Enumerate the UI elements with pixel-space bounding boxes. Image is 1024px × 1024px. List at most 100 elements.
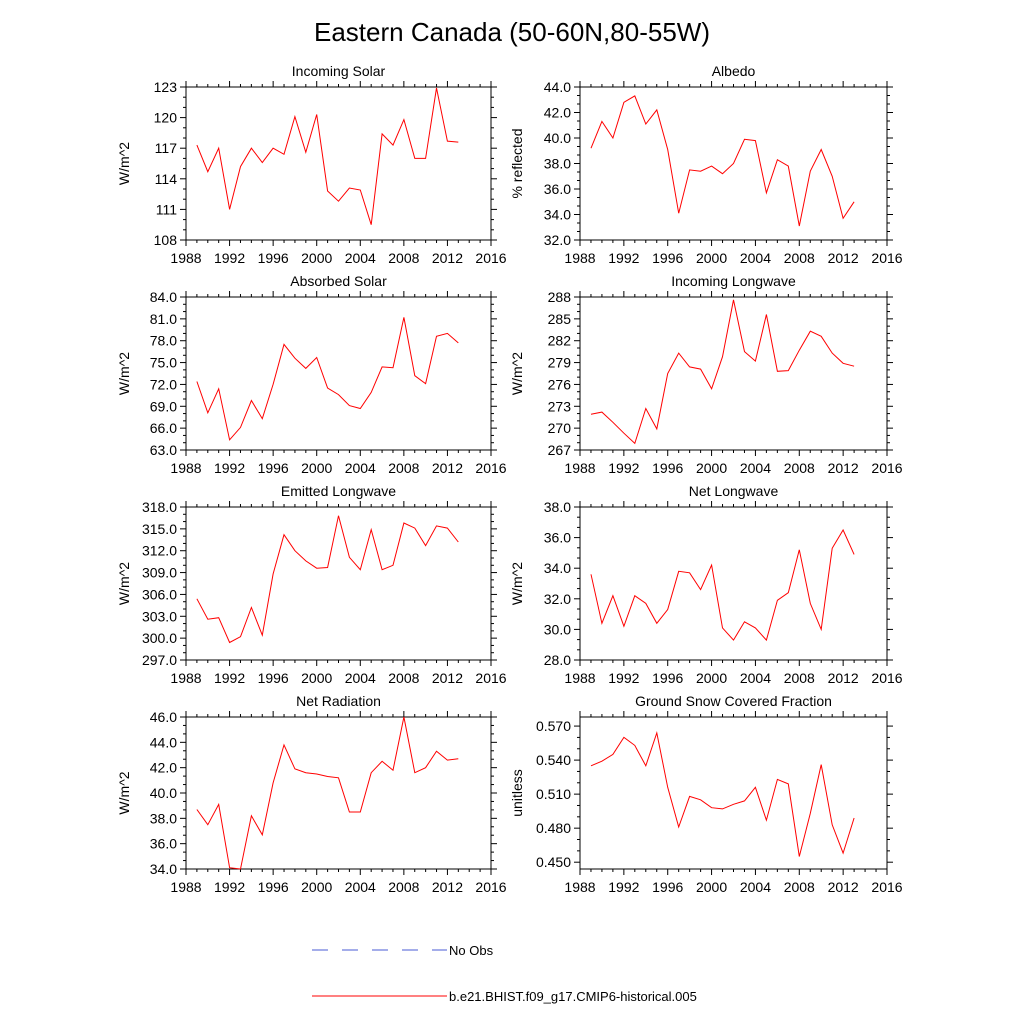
y-tick-label: 46.0 <box>150 709 177 725</box>
x-tick-label: 1988 <box>564 670 595 686</box>
x-tick-label: 1988 <box>564 460 595 476</box>
x-tick-label: 1992 <box>608 460 639 476</box>
y-tick-label: 309.0 <box>142 565 177 581</box>
panel-title: Albedo <box>712 63 756 79</box>
y-tick-label: 279 <box>548 355 572 371</box>
y-tick-label: 36.0 <box>544 530 571 546</box>
y-tick-label: 36.0 <box>544 181 571 197</box>
y-axis-label: W/m^2 <box>116 142 132 185</box>
plot-frame <box>185 506 492 661</box>
x-tick-label: 1988 <box>170 670 201 686</box>
x-tick-label: 2004 <box>345 460 376 476</box>
panel-albedo: Albedo 1988 1992 1996 2000 2004 2008 2012 2016 32… <box>509 63 903 266</box>
x-tick-label: 1992 <box>608 250 639 266</box>
y-tick-label: 44.0 <box>150 734 177 750</box>
x-tick-label: 2012 <box>828 250 859 266</box>
x-tick-label: 2000 <box>696 460 727 476</box>
x-tick-label: 2008 <box>784 670 815 686</box>
y-tick-label: 306.0 <box>142 586 177 602</box>
y-tick-label: 0.450 <box>536 854 571 870</box>
y-axis-label: W/m^2 <box>116 562 132 605</box>
x-tick-label: 2000 <box>301 250 332 266</box>
x-tick-label: 2012 <box>432 670 463 686</box>
panels: Incoming Solar 1988 1992 1996 2000 2004 2008 20… <box>116 63 903 895</box>
x-tick-label: 2008 <box>388 460 419 476</box>
x-tick-label: 2016 <box>475 460 506 476</box>
y-tick-label: 38.0 <box>150 810 177 826</box>
y-tick-label: 32.0 <box>544 591 571 607</box>
y-tick-label: 270 <box>548 420 572 436</box>
x-tick-label: 2000 <box>301 670 332 686</box>
y-tick-label: 300.0 <box>142 630 177 646</box>
legend: No Obs b.e21.BHIST.f09_g17.CMIP6-histori… <box>312 943 697 1004</box>
x-tick-label: 2008 <box>388 250 419 266</box>
legend-label-no-obs: No Obs <box>449 943 494 958</box>
x-tick-label: 2008 <box>388 879 419 895</box>
x-tick-label: 2004 <box>740 670 771 686</box>
x-tick-label: 2016 <box>475 670 506 686</box>
x-tick-label: 1996 <box>652 460 683 476</box>
x-tick-label: 1996 <box>258 460 289 476</box>
x-tick-label: 1996 <box>258 250 289 266</box>
y-tick-label: 32.0 <box>544 232 571 248</box>
x-tick-label: 1988 <box>170 250 201 266</box>
x-tick-label: 1988 <box>564 250 595 266</box>
y-tick-label: 114 <box>155 171 178 187</box>
panel-absorbed-solar: Absorbed Solar 1988 1992 1996 2000 2004 2008 20… <box>116 273 507 476</box>
y-tick-label: 72.0 <box>150 376 177 392</box>
x-tick-label: 2000 <box>301 879 332 895</box>
series-line-incoming-solar <box>196 87 459 225</box>
y-tick-label: 81.0 <box>150 311 177 327</box>
panel-title: Emitted Longwave <box>281 483 396 499</box>
y-tick-label: 42.0 <box>544 105 571 121</box>
y-tick-label: 312.0 <box>142 543 177 559</box>
y-tick-label: 66.0 <box>150 420 177 436</box>
plot-frame <box>579 296 888 451</box>
x-tick-label: 1992 <box>214 460 245 476</box>
x-tick-label: 1992 <box>214 670 245 686</box>
y-axis-label: unitless <box>509 769 525 816</box>
y-axis-label: W/m^2 <box>509 562 525 605</box>
panel-ground-snow-covered-fraction: Ground Snow Covered Fraction 1988 1992 1996… <box>509 693 903 895</box>
x-tick-label: 2008 <box>784 460 815 476</box>
x-tick-label: 2004 <box>740 250 771 266</box>
y-axis-label: W/m^2 <box>509 352 525 395</box>
panel-net-radiation: Net Radiation 1988 1992 1996 2000 2004 2008 201… <box>116 693 507 895</box>
series-line-incoming-longwave <box>590 299 855 445</box>
panel-title: Ground Snow Covered Fraction <box>635 693 832 709</box>
x-tick-label: 1992 <box>608 879 639 895</box>
y-axis-label: W/m^2 <box>116 771 132 814</box>
y-tick-label: 63.0 <box>150 442 177 458</box>
y-tick-label: 318.0 <box>142 499 177 515</box>
y-tick-label: 273 <box>548 398 572 414</box>
series-line-absorbed-solar <box>196 317 459 441</box>
x-tick-label: 2004 <box>345 670 376 686</box>
x-tick-label: 1992 <box>214 879 245 895</box>
y-tick-label: 0.510 <box>536 786 571 802</box>
y-tick-label: 30.0 <box>544 621 571 637</box>
x-tick-label: 2016 <box>475 879 506 895</box>
y-tick-label: 282 <box>548 333 572 349</box>
y-tick-label: 36.0 <box>150 836 177 852</box>
figure-title: Eastern Canada (50-60N,80-55W) <box>314 17 710 47</box>
x-tick-label: 1988 <box>170 460 201 476</box>
x-tick-label: 2012 <box>432 460 463 476</box>
y-tick-label: 315.0 <box>142 521 177 537</box>
y-tick-label: 297.0 <box>142 652 177 668</box>
y-tick-label: 0.480 <box>536 820 571 836</box>
y-tick-label: 42.0 <box>150 760 177 776</box>
x-tick-label: 1996 <box>652 250 683 266</box>
y-tick-label: 34.0 <box>544 560 571 576</box>
plot-frame <box>185 296 492 451</box>
y-tick-label: 40.0 <box>544 130 571 146</box>
x-tick-label: 2008 <box>388 670 419 686</box>
y-tick-label: 303.0 <box>142 608 177 624</box>
x-tick-label: 1996 <box>258 879 289 895</box>
plot-frame <box>185 716 492 870</box>
x-tick-label: 2008 <box>784 879 815 895</box>
panel-title: Net Longwave <box>689 483 779 499</box>
series-line-ground-snow-covered-fraction <box>590 730 855 857</box>
panel-title: Net Radiation <box>296 693 381 709</box>
y-axis-label: W/m^2 <box>116 352 132 395</box>
y-tick-label: 69.0 <box>150 398 177 414</box>
